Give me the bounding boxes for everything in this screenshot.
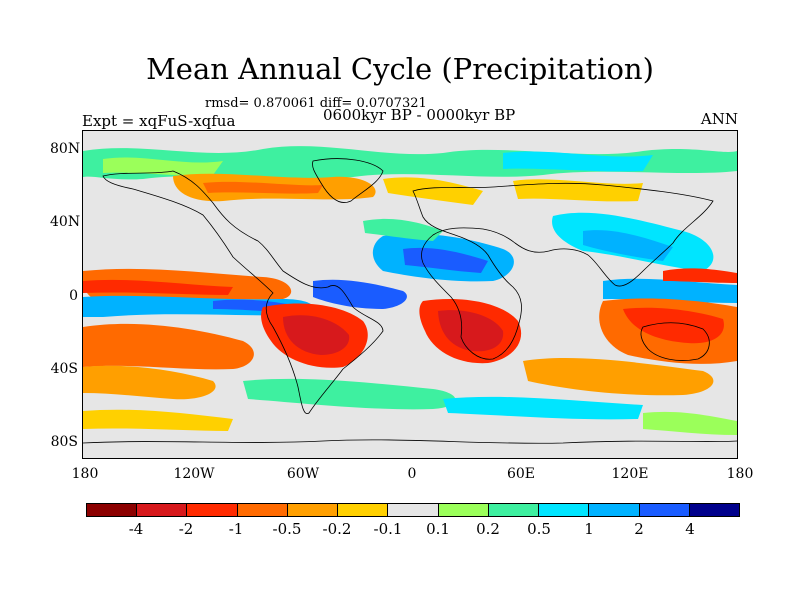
lat-label: 80S — [50, 434, 78, 450]
field-patch — [83, 323, 254, 370]
field-patch — [243, 378, 456, 410]
lon-label: 120E — [611, 466, 649, 482]
field-patch — [438, 310, 504, 352]
colorbar-swatch — [338, 504, 389, 516]
lon-label: 0 — [407, 466, 417, 482]
lat-label: 40S — [50, 361, 78, 377]
field-patch — [403, 247, 488, 273]
field-patch — [623, 307, 724, 344]
field-patch — [203, 181, 323, 194]
colorbar-swatch — [488, 504, 540, 516]
colorbar-swatch — [287, 504, 339, 516]
field-patch — [643, 411, 737, 435]
precipitation-map — [82, 130, 738, 459]
lat-label: 80N — [50, 141, 81, 157]
coastline-antarctica — [82, 439, 738, 444]
field-patch — [603, 278, 737, 303]
lon-label: 120W — [173, 466, 215, 482]
coastlines — [82, 158, 738, 444]
lat-label: 0 — [69, 288, 78, 304]
field-patch — [103, 157, 223, 176]
experiment-label: Expt = xqFuS-xqfua — [82, 112, 236, 130]
colorbar-swatch — [689, 504, 740, 516]
colorbar-label: 0.1 — [426, 520, 450, 538]
stats-line: rmsd= 0.870061 diff= 0.0707321 — [205, 96, 427, 111]
field-patch — [283, 315, 350, 355]
field-patch — [313, 279, 407, 309]
lon-label: 60E — [506, 466, 536, 482]
coastline-americas — [102, 170, 384, 415]
colorbar-label: 2 — [634, 520, 644, 538]
coastline-greenland — [312, 158, 384, 203]
colorbar-swatch — [137, 504, 188, 516]
colorbar-swatch — [237, 504, 288, 516]
colorbar-swatch — [438, 504, 489, 516]
colorbar-label: 0.2 — [476, 520, 500, 538]
field-patch — [83, 409, 233, 431]
colorbar — [86, 503, 740, 517]
colorbar-swatch — [639, 504, 690, 516]
field-patch — [443, 396, 643, 420]
colorbar-label: -2 — [178, 520, 194, 538]
colorbar-label: -1 — [228, 520, 244, 538]
map-canvas — [82, 131, 738, 458]
season-label: ANN — [700, 110, 738, 128]
field-patch — [523, 358, 714, 396]
colorbar-swatch — [388, 504, 439, 516]
colorbar-swatch — [589, 504, 640, 516]
lon-label: 60W — [286, 466, 320, 482]
lon-label: 180 — [726, 466, 754, 482]
coastline-australia — [640, 322, 710, 361]
field-patch — [363, 218, 443, 241]
field-patch — [513, 179, 643, 202]
colorbar-label: -0.2 — [322, 520, 352, 538]
plot-title: Mean Annual Cycle (Precipitation) — [146, 52, 654, 86]
colorbar-label: 4 — [685, 520, 695, 538]
colorbar-swatch — [87, 504, 138, 516]
colorbar-label: -4 — [128, 520, 144, 538]
colorbar-swatch — [539, 504, 590, 516]
field-patch — [83, 365, 216, 400]
colorbar-swatch — [187, 504, 238, 516]
field-patch — [663, 268, 737, 283]
field-patch — [383, 177, 483, 205]
field-patch — [83, 279, 233, 295]
period-label: 0600kyr BP - 0000kyr BP — [323, 106, 516, 124]
colorbar-label: 1 — [584, 520, 594, 538]
field-patch — [503, 151, 653, 172]
colorbar-label: -0.5 — [272, 520, 302, 538]
lon-label: 180 — [71, 466, 99, 482]
colorbar-label: 0.5 — [527, 520, 551, 538]
lat-label: 40N — [50, 214, 81, 230]
field-patch — [583, 230, 673, 261]
coastline-eurasia-africa — [412, 182, 714, 360]
colorbar-label: -0.1 — [373, 520, 403, 538]
